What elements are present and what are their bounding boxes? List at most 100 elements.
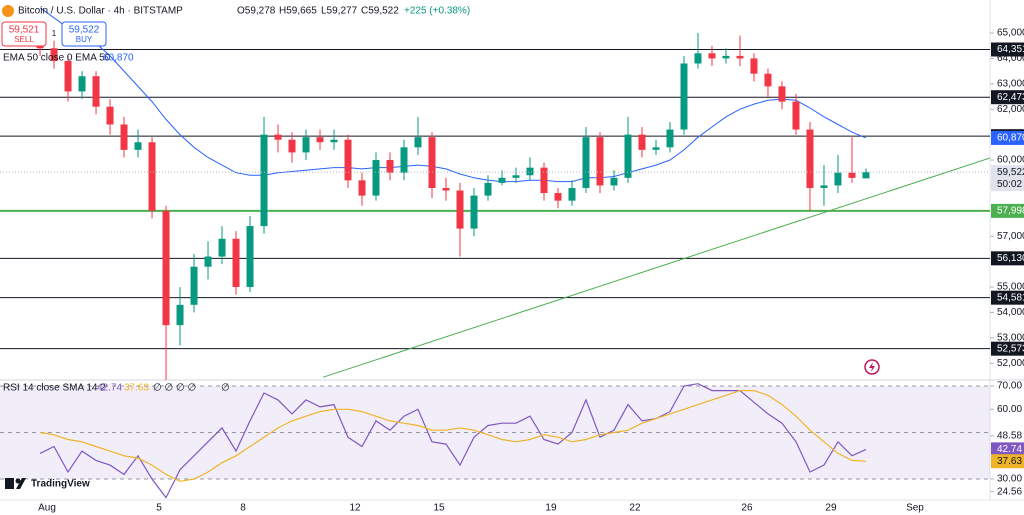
candle-body — [78, 76, 86, 92]
candle-body — [246, 226, 254, 288]
candle-body — [92, 76, 100, 107]
level-tag-label: 56,130 — [997, 253, 1024, 264]
candle-body — [120, 124, 128, 150]
logo-mark — [16, 478, 26, 489]
candle-body — [316, 137, 324, 143]
ema-legend: EMA 50 close 0 EMA 50 — [3, 53, 111, 64]
alert-bolt[interactable] — [869, 362, 875, 372]
buy-button[interactable] — [61, 21, 107, 47]
ohlc-close: C59,522 — [361, 6, 399, 17]
spread: 1 — [52, 29, 57, 38]
rsi-tick-label: 30.00 — [997, 474, 1022, 485]
y-tick-label: 52,000 — [997, 358, 1024, 369]
candle-body — [260, 134, 268, 227]
rsi-tick-label: 60.00 — [997, 404, 1022, 415]
x-tick-label: 29 — [825, 503, 837, 514]
candle-body — [400, 147, 408, 173]
candle-body — [862, 172, 870, 179]
ohlc-change: +225 (+0.38%) — [404, 6, 470, 17]
level-tag-label: 52,573 — [997, 343, 1024, 354]
x-tick-label: 19 — [545, 503, 557, 514]
candle-body — [848, 172, 856, 178]
buy-price[interactable]: 59,522 — [69, 25, 100, 36]
candle-body — [554, 193, 562, 201]
candle-body — [218, 238, 226, 257]
sell-button[interactable] — [1, 21, 47, 47]
candle-body — [792, 101, 800, 130]
rsi-extra: ∅ ∅ ∅ ∅ — [153, 383, 196, 394]
ema-line — [39, 7, 867, 183]
candle-body — [344, 139, 352, 181]
candle-body — [778, 86, 786, 102]
level-tag-label: 64,351 — [997, 44, 1024, 55]
x-tick-label: 15 — [433, 503, 445, 514]
candle-body — [442, 187, 450, 191]
candle-body — [666, 129, 674, 148]
level-tag — [991, 251, 1024, 266]
candle-body — [456, 190, 464, 229]
y-tick-label: 57,000 — [997, 231, 1024, 242]
y-tick-label: 62,000 — [997, 104, 1024, 115]
rsi-pane — [0, 383, 990, 499]
alert-icon[interactable] — [864, 359, 880, 375]
candle-body — [148, 142, 156, 211]
candle-body — [806, 129, 814, 188]
y-tick-label: 54,000 — [997, 307, 1024, 318]
candle-body — [204, 256, 212, 267]
candle-body — [680, 63, 688, 130]
candle-body — [372, 160, 380, 196]
candle-body — [330, 139, 338, 143]
ohlc-high: H59,665 — [279, 6, 317, 17]
candle-body — [428, 137, 436, 188]
y-tick-label: 65,000 — [997, 28, 1024, 39]
axes: 65,000 64,000 63,000 62,000 60,000 57,000 55,0… — [38, 28, 1024, 514]
candle-body — [582, 137, 590, 188]
candle-body — [106, 106, 114, 125]
logo-mark — [15, 478, 21, 484]
rsi-extra-2: ∅ — [221, 383, 230, 394]
candle-body — [540, 167, 548, 194]
sell-label[interactable]: SELL — [14, 35, 34, 44]
rsi-tick-label: 70.00 — [997, 381, 1022, 392]
candle-body — [568, 187, 576, 201]
candle-body — [414, 137, 422, 148]
level-tag-label: 54,581 — [997, 292, 1024, 303]
ema-tag-label: 60,870 — [997, 133, 1024, 144]
candle-body — [596, 137, 604, 186]
price-pane — [0, 7, 990, 380]
y-tick-label: 64,000 — [997, 53, 1024, 64]
level-tag-label: 57,998 — [997, 206, 1024, 217]
price-tag-label: 59,522 — [997, 167, 1024, 178]
x-tick-label: Aug — [38, 503, 56, 514]
ema-tag — [991, 130, 1024, 145]
rsi-legend: RSI 14 close SMA 14 2 — [3, 383, 106, 394]
candle-body — [232, 238, 240, 288]
price-tag — [991, 165, 1024, 192]
candle-body — [652, 147, 660, 150]
x-tick-label: Sep — [906, 503, 924, 514]
candle-body — [302, 137, 310, 153]
buy-label[interactable]: BUY — [76, 35, 93, 44]
countdown: 50:02 — [997, 179, 1022, 190]
rsi-tag — [991, 442, 1024, 457]
sell-price[interactable]: 59,521 — [9, 25, 40, 36]
candle-body — [708, 53, 716, 59]
rsi-legend-value: 42.74 — [97, 383, 122, 394]
y-tick-label: 60,000 — [997, 155, 1024, 166]
candle-body — [638, 134, 646, 150]
candle-body — [274, 134, 282, 140]
rsi-tag-label: 42.74 — [997, 444, 1022, 455]
level-tag — [991, 290, 1024, 305]
tradingview-logo: TradingView — [5, 478, 90, 490]
candle-body — [694, 53, 702, 64]
x-tick-label: 5 — [156, 503, 162, 514]
candle-body — [610, 177, 618, 186]
candle-body — [50, 48, 58, 61]
level-tag-label: 62,473 — [997, 92, 1024, 103]
candle-body — [526, 167, 534, 176]
x-tick-label: 26 — [741, 503, 753, 514]
logo-mark — [5, 478, 14, 489]
